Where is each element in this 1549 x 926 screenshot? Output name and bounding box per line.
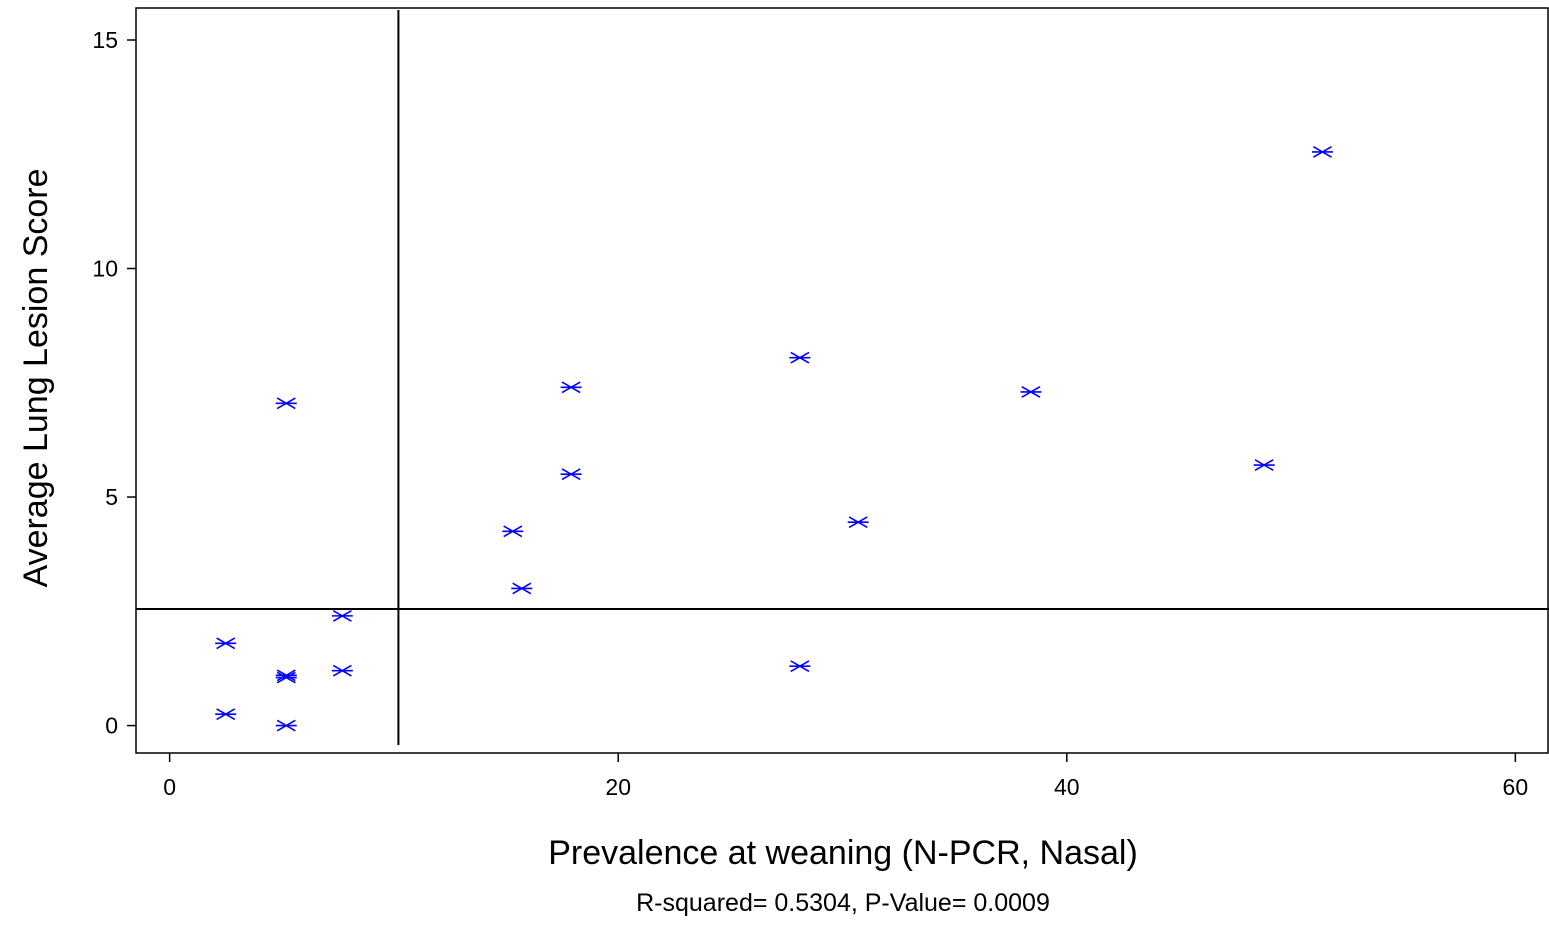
y-tick-label: 15 [92, 27, 118, 53]
data-point [275, 671, 297, 684]
data-point [789, 351, 811, 364]
data-point [275, 719, 297, 732]
data-point [502, 525, 524, 538]
data-point [560, 381, 582, 394]
data-point [215, 708, 237, 721]
data-point [511, 582, 533, 595]
x-tick-label: 20 [605, 774, 631, 800]
data-point [847, 516, 869, 529]
data-point [331, 609, 353, 622]
data-point [215, 637, 237, 650]
data-point [331, 664, 353, 677]
data-point [560, 468, 582, 481]
chart-caption: R-squared= 0.5304, P-Value= 0.0009 [636, 889, 1050, 917]
y-axis-title: Average Lung Lesion Score [17, 168, 55, 587]
y-tick-label: 5 [105, 484, 118, 510]
data-point [1020, 385, 1042, 398]
data-point [275, 397, 297, 410]
data-point [1311, 146, 1333, 158]
data-point [1253, 459, 1275, 471]
plot-frame [135, 7, 1549, 754]
data-point [789, 660, 811, 673]
plot-layer: 0 20 40 60 0 5 10 15 [92, 7, 1549, 800]
x-tick-label: 0 [163, 774, 176, 800]
data-point [275, 669, 297, 682]
x-axis-title: Prevalence at weaning (N-PCR, Nasal) [548, 834, 1138, 872]
x-tick-label: 40 [1054, 774, 1080, 800]
y-tick-label: 10 [92, 256, 118, 282]
y-tick-label: 0 [105, 713, 118, 739]
x-tick-label: 60 [1503, 774, 1529, 800]
